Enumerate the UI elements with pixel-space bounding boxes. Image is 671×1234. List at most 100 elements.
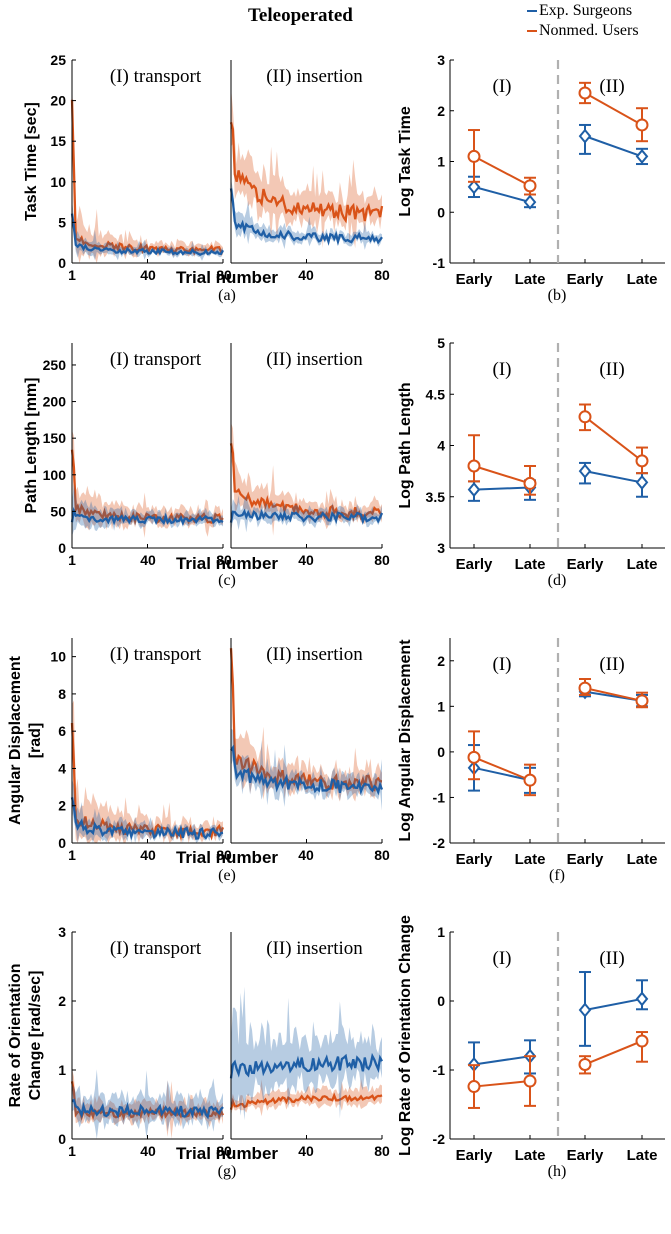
surgeons-mean-line [71, 1098, 224, 1120]
surgeons-connector-line [473, 185, 531, 204]
surgeons-diamond-marker [578, 128, 592, 144]
surgeons-diamond-marker [635, 991, 649, 1007]
phase-subplot-2: (II) insertion [229, 60, 384, 264]
x-tick-label: 40 [298, 847, 314, 863]
summary-panel-2: Log Path Length 3 3.5 4 4.5 5 (I) (II) Early Late… [397, 335, 665, 589]
y-tick-label: 5 [58, 214, 66, 230]
nonmed-circle-marker [578, 86, 592, 100]
y-axis-label-line1: Rate of Orientation [7, 963, 24, 1107]
phase-label: (I) transport [110, 349, 202, 370]
nonmed-circle-marker [523, 773, 537, 787]
surgeons-mean-line [229, 508, 384, 525]
surgeons-confidence-band [72, 200, 223, 261]
surgeons-connector-line [584, 470, 643, 484]
nonmed-mean-line [229, 1092, 383, 1110]
phase-label: (I) [493, 948, 512, 969]
surgeons-confidence-band [231, 728, 382, 811]
surgeons-mean-line [229, 1052, 384, 1079]
nonmed-confidence-band [231, 638, 382, 802]
nonmed-connector-line [584, 1040, 643, 1066]
x-tick-label: 1 [68, 552, 76, 568]
phase-subplot-2: (II) insertion [229, 638, 384, 844]
x-tick-label: 40 [298, 552, 314, 568]
nonmed-circle-marker [578, 410, 592, 424]
nonmed-confidence-band [72, 1068, 223, 1139]
phase-subplot-1: (I) transport [70, 343, 224, 549]
y-tick-label: 2 [58, 798, 66, 814]
legend: Exp. Surgeons Nonmed. Users [527, 1, 639, 41]
nonmed-connector-line [473, 756, 531, 782]
y-tick-label: 0 [58, 540, 66, 556]
y-tick-label: 0 [437, 993, 445, 1009]
x-tick-label: Late [515, 556, 546, 573]
surgeons-confidence-band [72, 778, 223, 843]
x-tick-label: 80 [374, 1143, 390, 1159]
y-tick-label: -2 [433, 835, 446, 851]
surgeons-diamond-marker [635, 148, 649, 164]
y-axis-label: Task Time [sec] [23, 102, 40, 221]
summary-panel-4: Log Rate of Orientation Change -2 -1 0 1 (I) (… [397, 915, 665, 1180]
nonmed-circle-marker [578, 1057, 592, 1071]
phase-label: (I) transport [110, 66, 202, 87]
phase-label: (II) insertion [266, 66, 363, 87]
legend-item-nonmed: Nonmed. Users [527, 21, 639, 41]
y-tick-label: 1 [437, 698, 445, 714]
x-tick-label: 40 [298, 1143, 314, 1159]
x-axis-label: Trial number [176, 268, 278, 287]
panel-label: (f) [549, 867, 565, 884]
x-tick-label: 80 [374, 847, 390, 863]
nonmed-circle-marker [578, 681, 592, 695]
y-tick-label: 10 [50, 174, 66, 190]
nonmed-connector-line [584, 416, 643, 462]
y-tick-label: 1 [58, 1062, 66, 1078]
surgeons-confidence-band [231, 178, 382, 250]
panel-label: (b) [548, 287, 567, 304]
phase-label: (I) [493, 359, 512, 380]
x-tick-label: 80 [216, 552, 232, 568]
y-tick-label: 3 [437, 540, 445, 556]
x-axis-label: Trial number [176, 554, 278, 573]
y-axis-label: Log Rate of Orientation Change [397, 915, 414, 1156]
surgeons-mean-line [70, 506, 224, 526]
phase-subplot-1: (I) transport [70, 638, 225, 844]
phase-label: (I) [493, 76, 512, 97]
x-axis-label: Trial number [176, 1144, 278, 1163]
x-tick-label: Early [456, 851, 493, 868]
y-tick-label: 3 [437, 52, 445, 68]
surgeons-connector-line [473, 486, 531, 491]
surgeons-diamond-marker [578, 463, 592, 479]
nonmed-circle-marker [467, 750, 481, 764]
y-tick-label: 250 [43, 357, 67, 373]
x-tick-label: Early [456, 556, 493, 573]
x-tick-label: 80 [374, 552, 390, 568]
x-tick-label: Early [567, 1147, 604, 1164]
x-tick-label: Late [515, 1147, 546, 1164]
y-axis-label: Path Length [mm] [23, 378, 40, 514]
surgeons-confidence-band [72, 1069, 223, 1139]
phase-label: (II) insertion [266, 349, 363, 370]
x-tick-label: 80 [374, 267, 390, 283]
phase-subplot-2: (II) insertion [229, 343, 384, 549]
x-tick-label: 40 [140, 267, 156, 283]
panel-label: (e) [218, 867, 236, 884]
y-tick-label: 1 [437, 154, 445, 170]
y-tick-label: 4 [58, 760, 66, 776]
y-tick-label: 3 [58, 924, 66, 940]
x-tick-label: Early [567, 556, 604, 573]
y-tick-label: 4.5 [426, 386, 446, 402]
y-tick-label: 8 [58, 686, 66, 702]
y-tick-label: 2 [58, 993, 66, 1009]
phase-label: (II) insertion [266, 644, 363, 665]
legend-swatch-nonmed [527, 30, 537, 33]
x-tick-label: Late [515, 851, 546, 868]
y-tick-label: 25 [50, 52, 66, 68]
y-axis-label-line2: Change [rad/sec] [27, 971, 44, 1101]
y-tick-label: -1 [433, 789, 446, 805]
y-tick-label: 3.5 [426, 489, 446, 505]
y-tick-label: -1 [433, 1062, 446, 1078]
legend-label-surgeons: Exp. Surgeons [539, 2, 633, 19]
panel-label: (h) [548, 1163, 567, 1180]
phase-label: (II) [599, 948, 624, 969]
